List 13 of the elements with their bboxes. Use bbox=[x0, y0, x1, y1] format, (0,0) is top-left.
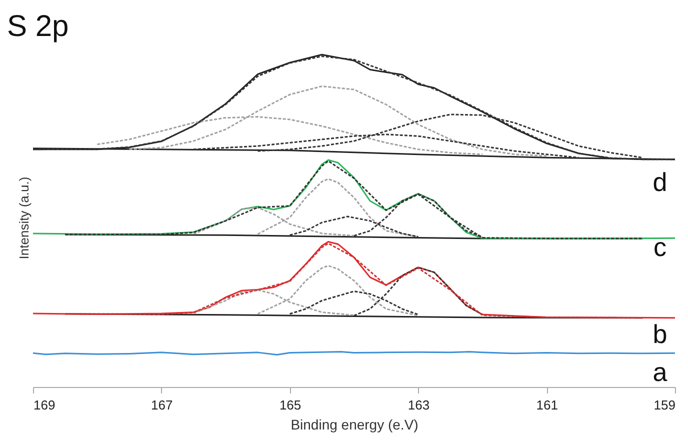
x-tick-label: 165 bbox=[279, 398, 302, 412]
x-axis-title: Binding energy (e.V) bbox=[290, 416, 418, 432]
annotation: a bbox=[652, 357, 668, 387]
x-tick-label: 167 bbox=[151, 398, 173, 412]
chart-title: S 2p bbox=[7, 10, 69, 43]
y-axis-title: Intensity (a.u.) bbox=[16, 176, 32, 260]
x-tick-label: 163 bbox=[408, 398, 430, 412]
annotation: c bbox=[654, 232, 666, 262]
annotation: d bbox=[652, 167, 668, 197]
x-tick-label: 159 bbox=[654, 398, 676, 412]
x-tick-label: 169 bbox=[34, 398, 56, 412]
annotation: b bbox=[652, 319, 668, 349]
x-tick-label: 161 bbox=[536, 398, 558, 412]
